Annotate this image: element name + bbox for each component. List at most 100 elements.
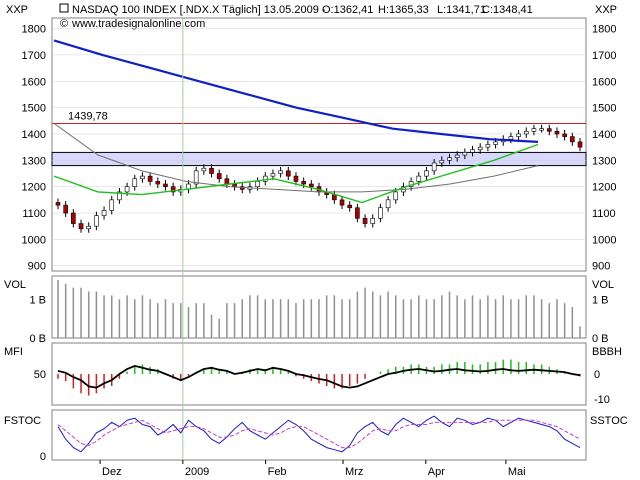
price-tick-right: 1300 bbox=[592, 155, 616, 167]
candle-body bbox=[362, 217, 368, 224]
candle-body bbox=[262, 175, 268, 182]
candle-body bbox=[485, 144, 491, 148]
y-label-left: XXP bbox=[6, 4, 28, 16]
price-tick-left: 1200 bbox=[22, 182, 46, 194]
volume-tick-right: 0 B bbox=[592, 333, 609, 345]
candle-body bbox=[301, 181, 306, 185]
candle-body bbox=[454, 154, 460, 158]
candle-body bbox=[209, 167, 214, 174]
resistance-label: 1439,78 bbox=[68, 110, 108, 122]
fast-stoch-line bbox=[57, 415, 581, 453]
price-tick-left: 1600 bbox=[22, 76, 46, 88]
candle-body bbox=[155, 181, 161, 185]
header-high: H:1365,33 bbox=[378, 4, 429, 16]
volume-tick-left: 0 B bbox=[29, 333, 46, 345]
candle-body bbox=[385, 199, 391, 209]
candle-body bbox=[531, 128, 537, 132]
candle-body bbox=[140, 175, 145, 180]
header-title: NASDAQ 100 INDEX [.NDX.X Täglich] 13.05.… bbox=[72, 4, 326, 16]
candle-body bbox=[554, 131, 560, 135]
candle-body bbox=[347, 204, 353, 209]
candle-body bbox=[416, 175, 422, 182]
price-tick-right: 1800 bbox=[592, 24, 616, 36]
x-tick-label: 2009 bbox=[185, 466, 209, 478]
candle-body bbox=[447, 157, 452, 161]
candle-body bbox=[546, 128, 552, 132]
price-tick-right: 1100 bbox=[592, 208, 616, 220]
candle-body bbox=[255, 181, 260, 187]
header-candle-icon bbox=[59, 3, 69, 13]
candle-body bbox=[55, 202, 61, 206]
price-tick-right: 1200 bbox=[592, 182, 616, 194]
candle-body bbox=[355, 207, 360, 219]
stochastic-panel: FSTOC SSTOC 0 bbox=[4, 415, 628, 463]
candle-body bbox=[378, 207, 383, 219]
candle-body bbox=[193, 170, 199, 185]
candle-body bbox=[63, 204, 68, 214]
price-tick-left: 1100 bbox=[22, 208, 46, 220]
candle-body bbox=[109, 199, 115, 211]
price-tick-left: 1700 bbox=[22, 50, 46, 62]
candle-body bbox=[570, 136, 575, 143]
candle-body bbox=[393, 191, 399, 201]
candle-body bbox=[516, 133, 521, 137]
candle-body bbox=[285, 170, 291, 177]
candle-body bbox=[477, 146, 483, 151]
candle-body bbox=[424, 170, 429, 177]
mfi-label-left: MFI bbox=[4, 346, 23, 358]
price-tick-left: 1400 bbox=[22, 129, 46, 141]
candle-body bbox=[224, 178, 230, 185]
mfi-panel: MFI BBBH 50 0 -10 bbox=[4, 346, 622, 406]
candle-body bbox=[431, 162, 437, 172]
header-low: L:1341,71 bbox=[437, 4, 486, 16]
price-tick-right: 1000 bbox=[592, 234, 616, 246]
candle-body bbox=[216, 173, 222, 180]
candle-body bbox=[124, 186, 130, 193]
candle-body bbox=[201, 167, 207, 172]
volume-tick-right: 1 B bbox=[592, 294, 609, 306]
y-label-right: XXP bbox=[595, 4, 617, 16]
candle-body bbox=[493, 141, 498, 145]
price-tick-right: 1600 bbox=[592, 76, 616, 88]
candle-body bbox=[94, 215, 99, 227]
candle-body bbox=[539, 128, 544, 131]
stoch-tick-0: 0 bbox=[40, 451, 46, 463]
copyright-icon: © bbox=[60, 18, 68, 30]
bbbh-tick-0: 0 bbox=[594, 369, 600, 381]
x-tick-label: Feb bbox=[268, 466, 287, 478]
header-close: C:1348,41 bbox=[482, 4, 533, 16]
candle-body bbox=[163, 183, 168, 187]
candle-body bbox=[309, 183, 314, 187]
candle-body bbox=[270, 173, 276, 177]
x-tick-label: Apr bbox=[428, 466, 445, 478]
support-band bbox=[51, 151, 587, 167]
x-axis: Dez 2009 Feb Mrz Apr Mai bbox=[99, 460, 526, 478]
moving-average-line bbox=[53, 122, 539, 193]
candle-body bbox=[101, 210, 107, 216]
header-open: O:1362,41 bbox=[322, 4, 373, 16]
candle-body bbox=[232, 183, 237, 187]
volume-tick-left: 1 B bbox=[29, 294, 46, 306]
candle-body bbox=[132, 178, 138, 187]
stoch-label-right: SSTOC bbox=[590, 415, 628, 427]
price-tick-right: 1400 bbox=[592, 129, 616, 141]
mfi-line bbox=[57, 364, 581, 389]
candle-body bbox=[462, 152, 468, 156]
volume-label-right: VOL bbox=[592, 279, 614, 291]
candle-body bbox=[470, 149, 475, 153]
moving-average-line bbox=[53, 143, 539, 204]
candle-body bbox=[117, 191, 122, 201]
candle-body bbox=[86, 225, 92, 230]
price-panel-frame bbox=[51, 17, 587, 272]
candle-body bbox=[439, 160, 445, 164]
mfi-label-right: BBBH bbox=[592, 346, 622, 358]
candle-body bbox=[78, 223, 84, 230]
chart-header: NASDAQ 100 INDEX [.NDX.X Täglich] 13.05.… bbox=[6, 3, 617, 30]
stoch-panel-frame bbox=[51, 409, 587, 461]
price-tick-right: 1500 bbox=[592, 103, 616, 115]
moving-average-line bbox=[53, 39, 539, 143]
candle-body bbox=[71, 212, 76, 224]
candle-body bbox=[508, 136, 514, 140]
